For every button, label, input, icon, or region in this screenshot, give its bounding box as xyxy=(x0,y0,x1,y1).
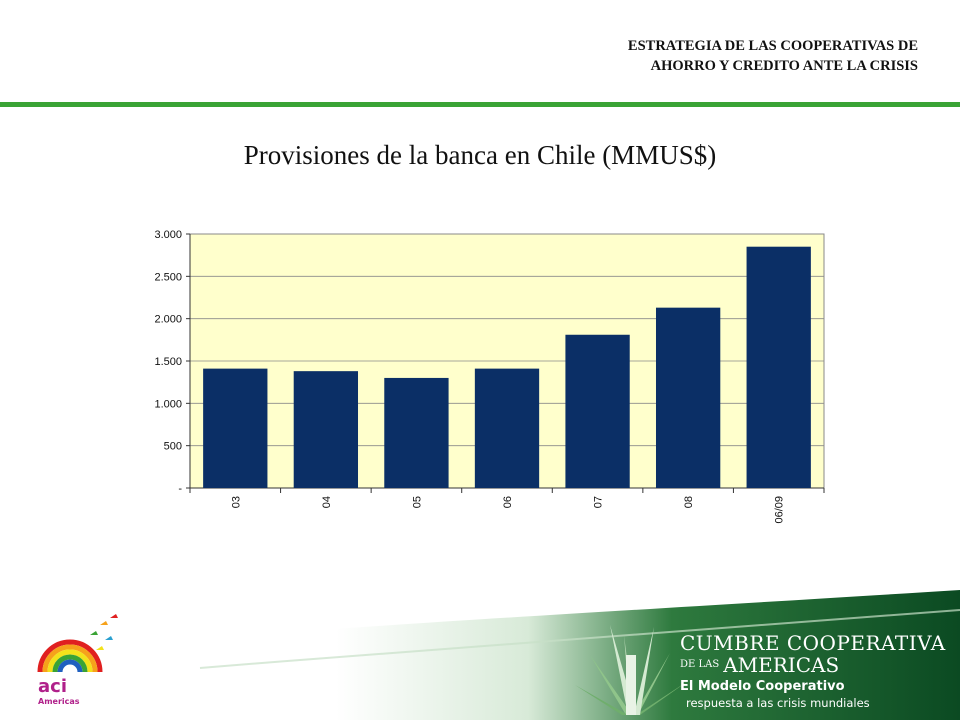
footer-banner: CUMBRE COOPERATIVA DE LAS AMERICAS El Mod… xyxy=(0,590,960,720)
y-tick-label: 3.000 xyxy=(154,229,182,241)
x-tick-label: 06/09 xyxy=(774,496,786,524)
bar-06-09 xyxy=(746,246,811,488)
y-tick-label: 500 xyxy=(164,441,182,453)
x-tick-label: 06 xyxy=(502,496,514,508)
svg-text:aci: aci xyxy=(38,676,67,697)
bar-03 xyxy=(203,368,268,488)
y-tick-label: - xyxy=(178,483,182,495)
bar-chart: - 500 1.000 1.500 2.000 2.500 3.000 03 04 05 06 07 0… xyxy=(154,229,825,524)
svg-text:Americas: Americas xyxy=(38,697,80,706)
x-tick-label: 03 xyxy=(230,496,242,508)
x-tick-label: 07 xyxy=(593,496,605,508)
y-tick-label: 1.000 xyxy=(154,398,182,410)
summit-americas: AMERICAS xyxy=(723,653,840,677)
summit-line4: respuesta a las crisis mundiales xyxy=(686,696,870,710)
bird-icon xyxy=(90,614,118,650)
footer-background xyxy=(0,590,960,720)
header-divider xyxy=(0,102,960,107)
x-tick-label: 08 xyxy=(683,496,695,508)
header-title: ESTRATEGIA DE LAS COOPERATIVAS DE AHORRO… xyxy=(418,36,918,76)
summit-line2: DE LAS AMERICAS xyxy=(680,654,950,676)
summit-small: DE LAS xyxy=(680,659,720,670)
bar-08 xyxy=(655,307,721,488)
agave-icon xyxy=(575,625,688,715)
y-tick-label: 1.500 xyxy=(154,356,182,368)
bar-05 xyxy=(384,377,449,488)
x-tick-label: 04 xyxy=(321,496,333,508)
y-tick-label: 2.500 xyxy=(154,271,182,283)
x-tick-label: 05 xyxy=(411,496,423,508)
bar-04 xyxy=(293,371,359,488)
header-title-line1: ESTRATEGIA DE LAS COOPERATIVAS DE xyxy=(627,38,918,54)
bar-07 xyxy=(565,334,630,488)
y-tick-label: 2.000 xyxy=(154,314,182,326)
summit-line1: CUMBRE COOPERATIVA xyxy=(680,631,946,655)
summit-line3: El Modelo Cooperativo xyxy=(680,679,845,694)
bar-06 xyxy=(474,368,540,488)
header-title-line2: AHORRO Y CREDITO ANTE LA CRISIS xyxy=(650,58,918,74)
summit-logo-text: CUMBRE COOPERATIVA DE LAS AMERICAS El Mod… xyxy=(680,632,950,711)
chart-title: Provisiones de la banca en Chile (MMUS$) xyxy=(243,140,717,170)
aci-logo: aci Americas xyxy=(37,614,118,706)
